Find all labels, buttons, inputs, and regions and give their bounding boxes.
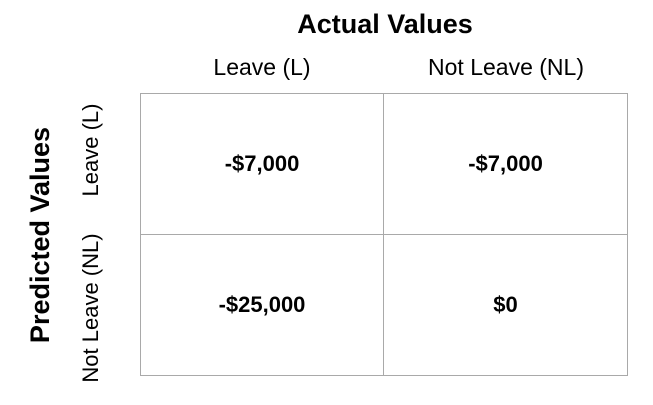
actual-values-title: Actual Values [297, 9, 473, 39]
row-header-leave: Leave (L) [78, 103, 103, 197]
column-header-not-leave: Not Leave (NL) [428, 54, 584, 80]
confusion-matrix: -$7,000 -$7,000 -$25,000 $0 [140, 93, 628, 376]
column-header-leave: Leave (L) [213, 54, 311, 80]
cell-predicted-leave-actual-not-leave: -$7,000 [384, 94, 627, 235]
cell-predicted-leave-actual-leave: -$7,000 [141, 94, 384, 235]
cell-predicted-not-leave-actual-not-leave: $0 [493, 291, 518, 317]
predicted-values-title: Predicted Values [25, 126, 55, 344]
row-header-not-leave: Not Leave (NL) [78, 233, 103, 383]
cell-predicted-not-leave-actual-leave: -$25,000 [141, 234, 384, 375]
